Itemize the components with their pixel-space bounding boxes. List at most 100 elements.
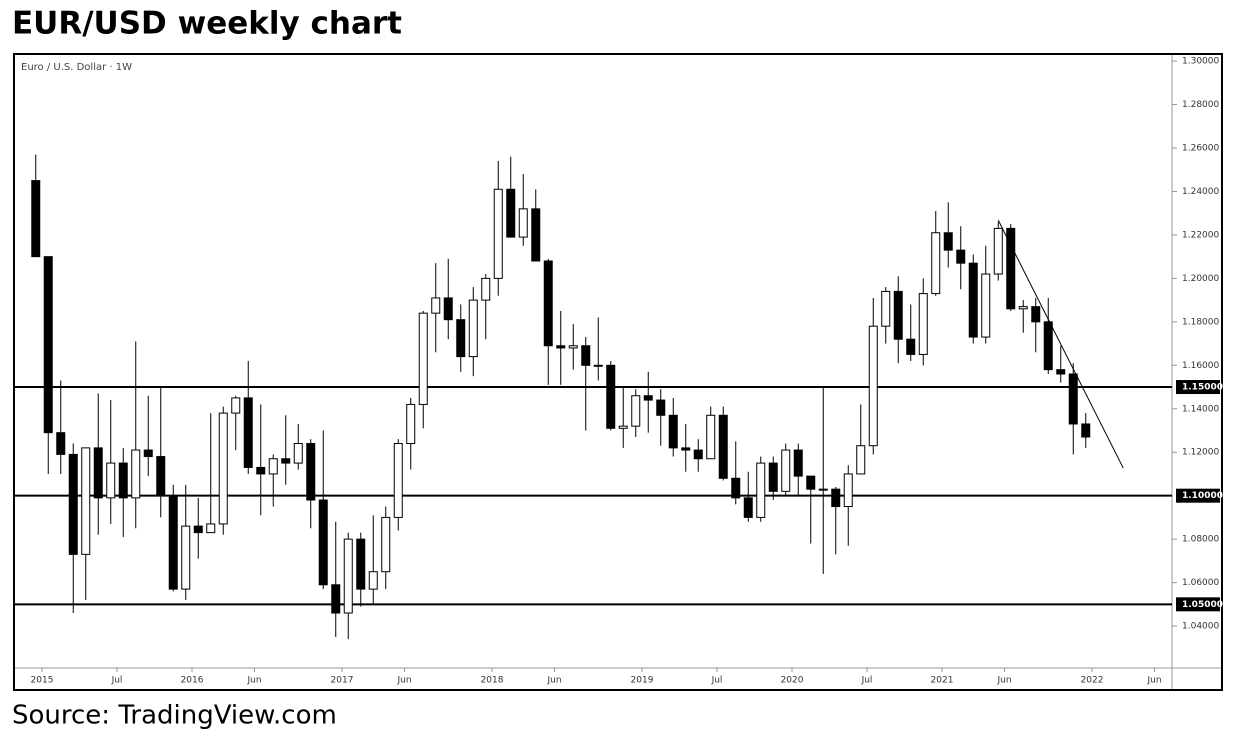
candle-body bbox=[918, 293, 928, 355]
candle-body bbox=[456, 319, 466, 358]
candle-body bbox=[68, 453, 78, 555]
candle-body bbox=[756, 462, 766, 518]
candle-body bbox=[181, 525, 191, 590]
candle-body bbox=[581, 345, 591, 366]
candle-body bbox=[768, 462, 778, 492]
chart-title: EUR/USD weekly chart bbox=[12, 6, 402, 42]
candle-body bbox=[168, 495, 178, 590]
y-tick-label: 1.16000 bbox=[1182, 361, 1219, 371]
x-tick-label: Jul bbox=[711, 676, 723, 686]
candle-body bbox=[543, 260, 553, 347]
candle-body bbox=[418, 312, 428, 405]
level-label-box bbox=[1176, 597, 1220, 612]
candle-body bbox=[56, 432, 66, 455]
y-tick-label: 1.12000 bbox=[1182, 448, 1219, 458]
candle-body bbox=[668, 414, 678, 449]
candle-body bbox=[1056, 369, 1066, 375]
candle-body bbox=[693, 449, 703, 460]
candle-body bbox=[243, 397, 253, 468]
candle-body bbox=[931, 232, 941, 295]
level-label-box bbox=[1176, 488, 1220, 503]
source: Source: TradingView.com bbox=[12, 701, 337, 731]
candle-body bbox=[281, 458, 291, 464]
candle-body bbox=[368, 571, 378, 590]
candle-body bbox=[406, 403, 416, 445]
candle-body bbox=[818, 488, 828, 491]
x-tick-label: Jun bbox=[546, 676, 561, 686]
level-label: 1.15000 bbox=[1182, 383, 1223, 393]
x-tick-label: Jul bbox=[111, 676, 123, 686]
candle-body bbox=[893, 290, 903, 340]
y-tick-label: 1.30000 bbox=[1182, 57, 1219, 67]
candle-body bbox=[293, 443, 303, 464]
candle-body bbox=[381, 516, 391, 573]
candle-body bbox=[31, 180, 41, 258]
candle-body bbox=[431, 297, 441, 314]
candle-body bbox=[43, 256, 53, 434]
candle-body bbox=[318, 499, 328, 586]
candle-body bbox=[256, 466, 266, 475]
candle-body bbox=[218, 412, 228, 525]
chart-frame bbox=[13, 53, 1223, 691]
candle-body bbox=[443, 297, 453, 321]
candle-body bbox=[868, 325, 878, 447]
x-tick-label: Jun bbox=[996, 676, 1011, 686]
y-tick-label: 1.28000 bbox=[1182, 100, 1219, 110]
candle-body bbox=[268, 458, 278, 475]
candle-body bbox=[518, 208, 528, 238]
candle-body bbox=[906, 338, 916, 355]
candle-body bbox=[731, 477, 741, 499]
candle-body bbox=[531, 208, 541, 262]
candle-body bbox=[1018, 306, 1028, 310]
x-tick-label: 2020 bbox=[781, 676, 804, 686]
candle-body bbox=[793, 449, 803, 477]
candle-body bbox=[1031, 306, 1041, 323]
candle-body bbox=[493, 188, 503, 279]
candle-body bbox=[331, 584, 341, 614]
candle-body bbox=[881, 290, 891, 327]
x-tick-label: Jul bbox=[861, 676, 873, 686]
y-tick-label: 1.24000 bbox=[1182, 187, 1219, 197]
candle-body bbox=[306, 443, 316, 501]
x-tick-label: 2018 bbox=[481, 676, 504, 686]
candle-body bbox=[743, 497, 753, 518]
level-label-box bbox=[1176, 380, 1220, 395]
level-label: 1.10000 bbox=[1182, 491, 1223, 501]
x-tick-label: Jun bbox=[1146, 676, 1161, 686]
candle-body bbox=[356, 538, 366, 590]
y-tick-label: 1.14000 bbox=[1182, 404, 1219, 414]
candle-body bbox=[956, 249, 966, 264]
candle-body bbox=[481, 277, 491, 301]
candle-body bbox=[1006, 227, 1016, 310]
y-tick-label: 1.20000 bbox=[1182, 274, 1219, 284]
y-tick-label: 1.22000 bbox=[1182, 230, 1219, 240]
candle-body bbox=[1068, 373, 1078, 425]
y-tick-label: 1.04000 bbox=[1182, 622, 1219, 632]
candle-body bbox=[1081, 423, 1091, 438]
candle-body bbox=[993, 227, 1003, 275]
candle-body bbox=[706, 414, 716, 460]
y-tick-label: 1.08000 bbox=[1182, 535, 1219, 545]
candle-body bbox=[618, 425, 628, 429]
candle-body bbox=[781, 449, 791, 492]
candle-body bbox=[593, 364, 603, 367]
candle-body bbox=[968, 262, 978, 338]
x-tick-label: 2021 bbox=[931, 676, 954, 686]
candle-body bbox=[943, 232, 953, 251]
x-tick-label: 2017 bbox=[331, 676, 354, 686]
x-tick-label: Jun bbox=[396, 676, 411, 686]
candle-body bbox=[1043, 321, 1053, 371]
candle-body bbox=[843, 473, 853, 508]
x-tick-label: 2016 bbox=[181, 676, 204, 686]
candle-body bbox=[81, 447, 91, 555]
candle-body bbox=[143, 449, 153, 458]
candle-body bbox=[506, 188, 516, 238]
candle-body bbox=[93, 447, 103, 499]
candle-body bbox=[606, 364, 616, 429]
y-tick-label: 1.26000 bbox=[1182, 144, 1219, 154]
candle-body bbox=[643, 395, 653, 401]
candle-body bbox=[343, 538, 353, 614]
candle-body bbox=[393, 443, 403, 518]
candle-body bbox=[856, 445, 866, 475]
